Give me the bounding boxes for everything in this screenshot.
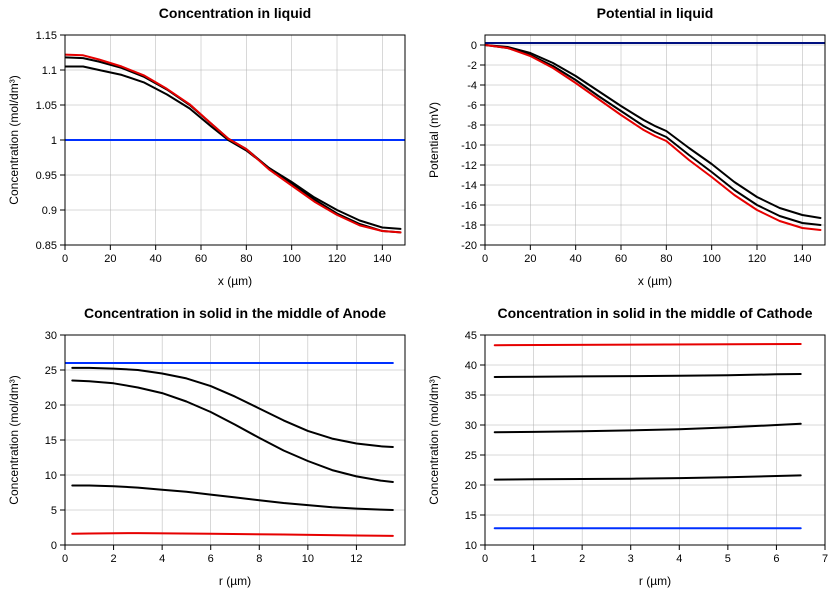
ytick-label: -16 <box>461 200 477 212</box>
ytick-label: 0.95 <box>36 170 57 182</box>
panel-title: Potential in liquid <box>597 5 714 21</box>
xtick-label: 2 <box>579 553 585 565</box>
ytick-label: 1.15 <box>36 30 57 42</box>
xtick-label: 0 <box>482 553 488 565</box>
ytick-label: 30 <box>465 420 477 432</box>
xtick-label: 3 <box>628 553 634 565</box>
xtick-label: 100 <box>702 253 720 265</box>
xtick-label: 7 <box>822 553 828 565</box>
ytick-label: -8 <box>467 120 477 132</box>
ytick-label: 0 <box>51 540 57 552</box>
series-line <box>65 67 400 229</box>
series-line <box>495 344 801 345</box>
ytick-label: 0.9 <box>42 205 57 217</box>
series-line <box>72 368 393 447</box>
xtick-label: 20 <box>524 253 536 265</box>
ytick-label: -12 <box>461 160 477 172</box>
xtick-label: 8 <box>256 553 262 565</box>
axis-box <box>485 335 825 545</box>
series-line <box>72 533 393 536</box>
panel-title: Concentration in solid in the middle of … <box>498 305 813 321</box>
ytick-label: 1 <box>51 135 57 147</box>
ytick-label: -10 <box>461 140 477 152</box>
xtick-label: 5 <box>725 553 731 565</box>
ytick-label: -18 <box>461 220 477 232</box>
xtick-label: 20 <box>104 253 116 265</box>
ytick-label: 10 <box>45 470 57 482</box>
series-line <box>72 486 393 511</box>
ytick-label: -6 <box>467 100 477 112</box>
ytick-label: 45 <box>465 330 477 342</box>
y-axis-label: Concentration (mol/dm³) <box>7 375 21 504</box>
xtick-label: 40 <box>150 253 162 265</box>
xtick-label: 140 <box>793 253 811 265</box>
panel-title: Concentration in liquid <box>159 5 311 21</box>
ytick-label: 0.85 <box>36 240 57 252</box>
ytick-label: 15 <box>45 435 57 447</box>
xtick-label: 80 <box>660 253 672 265</box>
ytick-label: 30 <box>45 330 57 342</box>
ytick-label: 5 <box>51 505 57 517</box>
ytick-label: 20 <box>45 400 57 412</box>
ytick-label: 15 <box>465 510 477 522</box>
ytick-label: 25 <box>45 365 57 377</box>
panel-title: Concentration in solid in the middle of … <box>84 305 386 321</box>
xtick-label: 2 <box>111 553 117 565</box>
panel-conc-anode: 0 2 4 6 8 10 12 0 5 10 15 20 25 30 Concentration in so… <box>0 300 420 600</box>
xtick-label: 140 <box>373 253 391 265</box>
xtick-label: 6 <box>208 553 214 565</box>
ytick-label: 35 <box>465 390 477 402</box>
xtick-label: 120 <box>748 253 766 265</box>
svg-conc-liquid: 0 20 40 60 80 100 120 140 0.85 0.9 0.95 1 1.05 1.1 1.1… <box>0 0 420 300</box>
ytick-label: 1.1 <box>42 65 57 77</box>
panel-conc-liquid: 0 20 40 60 80 100 120 140 0.85 0.9 0.95 1 1.05 1.1 1.1… <box>0 0 420 300</box>
xtick-label: 60 <box>615 253 627 265</box>
panel-potential-liquid: 020406080100120140-20-18-16-14-12-10-8-6… <box>420 0 840 300</box>
xtick-label: 12 <box>350 553 362 565</box>
y-axis-label: Potential (mV) <box>427 102 441 178</box>
ytick-label: -2 <box>467 60 477 72</box>
ytick-label: 10 <box>465 540 477 552</box>
xtick-label: 100 <box>282 253 300 265</box>
xtick-label: 6 <box>773 553 779 565</box>
panel-conc-cathode: 012345671015202530354045Concentration in… <box>420 300 840 600</box>
xtick-label: 0 <box>482 253 488 265</box>
xtick-label: 0 <box>62 253 68 265</box>
series-line <box>495 374 801 377</box>
chart-grid: 0204060801001201400.850.90.9511.051.11.1… <box>0 0 840 600</box>
x-axis-label: r (µm) <box>219 574 251 588</box>
series-line <box>65 57 400 232</box>
xtick-label: 4 <box>159 553 165 565</box>
xtick-label: 1 <box>531 553 537 565</box>
ytick-label: 40 <box>465 360 477 372</box>
y-axis-label: Concentration (mol/dm³) <box>7 75 21 204</box>
series-line <box>485 45 820 230</box>
ytick-label: -14 <box>461 180 477 192</box>
xtick-label: 120 <box>328 253 346 265</box>
ytick-label: -20 <box>461 240 477 252</box>
xtick-label: 60 <box>195 253 207 265</box>
ytick-label: 20 <box>465 480 477 492</box>
xtick-label: 80 <box>240 253 252 265</box>
xtick-label: 10 <box>302 553 314 565</box>
x-axis-label: x (µm) <box>638 274 672 288</box>
svg-conc-anode: 0 2 4 6 8 10 12 0 5 10 15 20 25 30 Concentration in so… <box>0 300 420 600</box>
ytick-label: 0 <box>471 40 477 52</box>
y-axis-label: Concentration (mol/dm³) <box>427 375 441 504</box>
ytick-label: -4 <box>467 80 477 92</box>
xtick-label: 4 <box>676 553 682 565</box>
xtick-label: 0 <box>62 553 68 565</box>
ytick-label: 1.05 <box>36 100 57 112</box>
x-axis-label: x (µm) <box>218 274 252 288</box>
ytick-label: 25 <box>465 450 477 462</box>
series-line <box>495 475 801 479</box>
x-axis-label: r (µm) <box>639 574 671 588</box>
svg-potential-liquid: 020406080100120140-20-18-16-14-12-10-8-6… <box>420 0 840 300</box>
xtick-label: 40 <box>570 253 582 265</box>
svg-conc-cathode: 012345671015202530354045Concentration in… <box>420 300 840 600</box>
